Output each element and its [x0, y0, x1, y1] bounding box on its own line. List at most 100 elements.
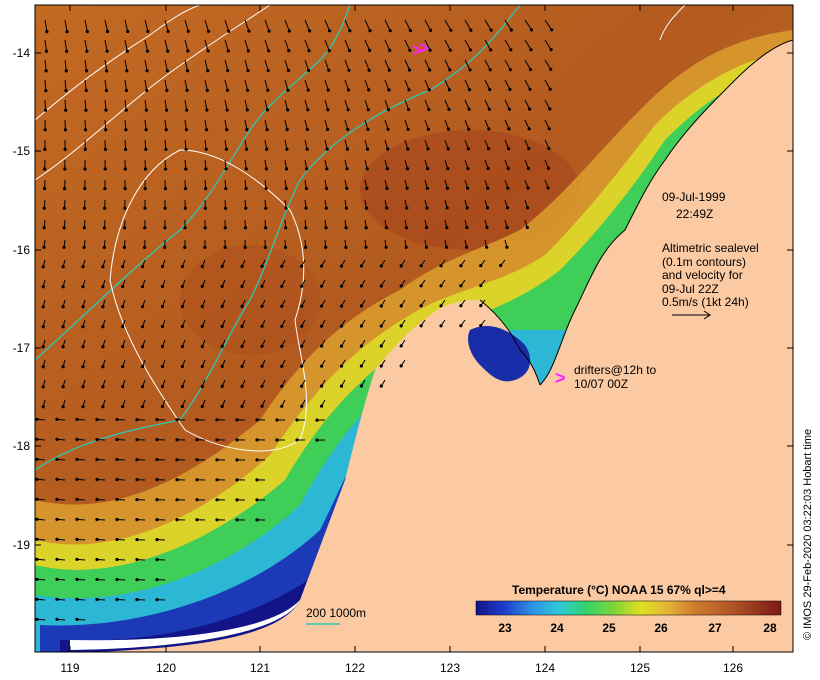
velocity-arrowhead: [315, 418, 319, 422]
velocity-arrowhead: [387, 88, 391, 92]
velocity-arrowhead: [260, 364, 264, 368]
velocity-arrowhead: [41, 345, 45, 349]
velocity-arrowhead: [102, 245, 106, 249]
velocity-arrowhead: [260, 324, 264, 328]
velocity-arrow: [224, 59, 229, 71]
velocity-arrow: [364, 19, 371, 31]
velocity-arrowhead: [479, 324, 483, 328]
velocity-arrowhead: [287, 29, 291, 33]
lat-tick-label: -18: [13, 439, 31, 453]
velocity-arrowhead: [103, 187, 107, 191]
velocity-arrowhead: [163, 245, 167, 249]
velocity-arrowhead: [135, 578, 139, 582]
velocity-arrowhead: [164, 128, 168, 132]
velocity-arrow: [64, 99, 67, 111]
velocity-arrowhead: [488, 68, 492, 72]
velocity-arrowhead: [43, 167, 47, 171]
velocity-arrowhead: [526, 206, 530, 210]
velocity-arrowhead: [101, 365, 105, 369]
velocity-arrowhead: [345, 167, 349, 171]
velocity-arrow: [424, 19, 432, 31]
velocity-arrowhead: [95, 577, 99, 582]
velocity-arrow: [544, 19, 553, 31]
velocity-arrowhead: [205, 108, 209, 112]
velocity-arrowhead: [180, 384, 184, 389]
velocity-arrow: [144, 119, 147, 130]
velocity-arrowhead: [155, 438, 159, 442]
velocity-arrowhead: [141, 325, 145, 329]
velocity-arrowhead: [35, 417, 39, 421]
velocity-arrowhead: [143, 206, 147, 210]
velocity-arrowhead: [135, 458, 139, 462]
velocity-arrow: [404, 59, 410, 71]
velocity-arrowhead: [81, 285, 85, 289]
velocity-arrow: [364, 119, 369, 130]
velocity-arrowhead: [315, 438, 319, 442]
velocity-arrowhead: [507, 107, 511, 111]
velocity-arrowhead: [103, 206, 107, 210]
velocity-arrowhead: [62, 245, 66, 249]
velocity-arrow: [304, 99, 309, 110]
velocity-arrow: [184, 39, 189, 52]
velocity-arrowhead: [244, 167, 248, 171]
velocity-arrowhead: [304, 226, 308, 230]
velocity-arrowhead: [166, 29, 170, 33]
velocity-arrowhead: [141, 365, 145, 369]
velocity-arrowhead: [406, 127, 410, 131]
velocity-arrow: [184, 79, 188, 91]
velocity-arrowhead: [200, 404, 204, 409]
velocity-arrowhead: [547, 127, 551, 131]
velocity-arrowhead: [81, 325, 85, 329]
velocity-arrowhead: [425, 206, 429, 210]
velocity-arrow: [284, 39, 290, 51]
velocity-arrowhead: [160, 344, 165, 349]
velocity-arrowhead: [215, 478, 219, 482]
velocity-arrowhead: [185, 88, 189, 92]
velocity-arrowhead: [164, 147, 168, 151]
velocity-arrowhead: [427, 107, 431, 112]
velocity-arrowhead: [388, 48, 392, 53]
velocity-arrow: [284, 99, 289, 111]
velocity-arrowhead: [43, 108, 48, 112]
velocity-arrowhead: [115, 577, 119, 582]
velocity-arrowhead: [205, 88, 209, 92]
velocity-arrowhead: [244, 206, 248, 210]
velocity-arrow: [324, 19, 331, 31]
velocity-arrowhead: [307, 29, 312, 33]
velocity-arrowhead: [487, 127, 491, 131]
velocity-arrowhead: [81, 305, 85, 309]
velocity-arrow: [384, 59, 390, 71]
velocity-arrow: [64, 19, 68, 32]
velocity-arrow: [284, 19, 290, 32]
velocity-arrowhead: [485, 206, 489, 210]
velocity-arrowhead: [346, 108, 350, 112]
velocity-arrow: [344, 19, 351, 32]
velocity-arrowhead: [83, 128, 88, 132]
velocity-arrowhead: [459, 324, 463, 328]
velocity-arrowhead: [307, 68, 311, 72]
velocity-arrowhead: [42, 206, 46, 210]
colorbar: [475, 600, 782, 616]
image-time: 22:49Z: [676, 207, 713, 221]
velocity-arrowhead: [367, 68, 371, 72]
velocity-arrow: [464, 79, 470, 90]
velocity-arrowhead: [386, 127, 390, 131]
velocity-arrowhead: [220, 264, 224, 268]
velocity-arrow: [524, 119, 530, 130]
velocity-arrowhead: [41, 305, 45, 309]
velocity-arrowhead: [75, 457, 79, 461]
velocity-arrowhead: [260, 384, 264, 388]
velocity-arrowhead: [163, 206, 167, 210]
velocity-arrowhead: [63, 147, 67, 151]
velocity-arrowhead: [61, 305, 65, 309]
velocity-arrowhead: [155, 478, 159, 482]
velocity-arrowhead: [264, 226, 268, 230]
velocity-arrow: [444, 39, 451, 51]
velocity-arrowhead: [35, 557, 39, 561]
velocity-arrowhead: [204, 167, 208, 171]
velocity-arrow: [224, 19, 230, 32]
velocity-arrowhead: [103, 147, 107, 151]
velocity-arrowhead: [75, 517, 79, 522]
velocity-arrowhead: [55, 497, 59, 501]
velocity-arrowhead: [65, 49, 69, 53]
